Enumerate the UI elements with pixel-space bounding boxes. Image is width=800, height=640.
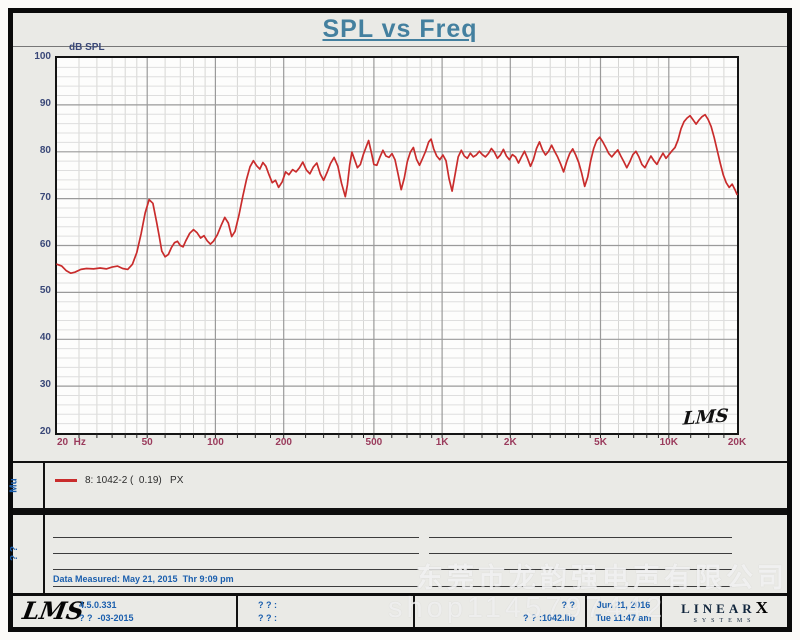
- status-cell-datetime: Jun 21, 2016 Tue 11:47 am: [587, 596, 662, 627]
- report-frame: SPL vs Freq dB SPL LMS 100 90 80 70 60 50 40 30…: [8, 8, 792, 632]
- x-tick-label: 10K: [659, 437, 678, 448]
- legend-side-label: Mu: [8, 477, 20, 493]
- section-divider: [13, 510, 787, 515]
- y-tick-label: 60: [39, 238, 51, 250]
- brand-name: LINEAR: [681, 601, 756, 616]
- y-tick-label: 40: [39, 332, 51, 344]
- library-file: ? ? :1042.lib: [522, 613, 575, 623]
- library-line1: ? ?: [561, 600, 576, 610]
- y-tick-label: 70: [39, 191, 51, 203]
- status-date: Jun 21, 2016: [596, 600, 651, 610]
- y-tick-label: 80: [39, 144, 51, 156]
- note-rule: [53, 537, 419, 538]
- version-number: 4.5.0.331: [79, 600, 117, 610]
- legend-box: Mu 8: 1042-2 ( 0.19) PX: [9, 461, 787, 510]
- info1-line1: ? ? :: [258, 600, 277, 610]
- x-tick-label: 100: [207, 437, 224, 448]
- y-tick-label: 30: [39, 379, 51, 391]
- status-cell-brand: LINEARX SYSTEMS: [662, 596, 787, 627]
- y-tick-label: 20: [39, 426, 51, 437]
- x-tick-label: 2K: [503, 437, 517, 448]
- lms-plot-watermark: LMS: [682, 405, 730, 430]
- linearx-logo: LINEARX SYSTEMS: [662, 598, 787, 624]
- x-tick-label: 1K: [435, 437, 449, 448]
- x-tick-label: 500: [365, 437, 383, 448]
- info1-line2: ? ? :: [258, 613, 277, 623]
- x-tick-label: 20K: [727, 437, 747, 448]
- note-rule: [53, 553, 419, 554]
- y-axis-title: dB SPL: [69, 42, 105, 53]
- x-tick-label: 20 Hz: [57, 437, 86, 448]
- brand-subtitle: SYSTEMS: [693, 618, 756, 624]
- note-rule: [429, 569, 732, 570]
- status-bar: LMS 4.5.0.331 ? ? -03-2015 ? ? : ? ? : ?…: [13, 593, 787, 627]
- status-time: Tue 11:47 am: [595, 613, 652, 623]
- brand-x-letter: X: [755, 598, 768, 617]
- note-rule: [53, 586, 419, 587]
- legend-entry-label: 8: 1042-2 ( 0.19) PX: [85, 475, 184, 487]
- plot-grid-svg: [56, 58, 738, 438]
- status-cell-info1: ? ? : ? ? :: [238, 596, 415, 627]
- x-tick-label: 50: [141, 437, 153, 448]
- note-rule: [429, 553, 732, 554]
- lms-logo: LMS: [20, 596, 87, 625]
- legend-line-swatch: [55, 479, 77, 483]
- notes-side-strip: ? ?: [9, 515, 45, 593]
- x-tick-label: 5K: [594, 437, 607, 448]
- y-tick-label: 50: [39, 285, 51, 297]
- plot-area: LMS: [55, 56, 739, 438]
- note-rule: [429, 586, 732, 587]
- status-cell-version: LMS 4.5.0.331 ? ? -03-2015: [13, 596, 238, 627]
- legend-entry: 8: 1042-2 ( 0.19) PX: [55, 472, 184, 487]
- version-date: ? ? -03-2015: [79, 613, 134, 623]
- page-title: SPL vs Freq: [322, 15, 478, 43]
- notes-box: ? ? Data Measured: May 21, 2015 Thr 9:09…: [9, 515, 787, 593]
- note-rule: [429, 537, 732, 538]
- status-cell-library: ? ? ? ? :1042.lib: [415, 596, 587, 627]
- y-tick-label: 100: [34, 51, 51, 62]
- y-tick-label: 90: [39, 97, 51, 109]
- data-measured-text: Data Measured: May 21, 2015 Thr 9:09 pm: [53, 574, 234, 584]
- title-bar: SPL vs Freq: [13, 13, 787, 47]
- note-rule: [53, 569, 419, 570]
- legend-side-strip: Mu: [9, 463, 45, 508]
- notes-side-label: ? ?: [9, 546, 20, 561]
- x-tick-label: 200: [275, 437, 292, 448]
